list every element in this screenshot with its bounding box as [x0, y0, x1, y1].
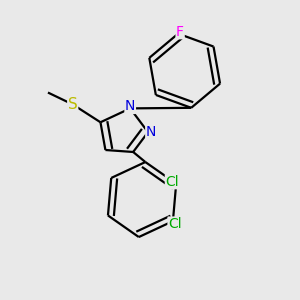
Text: N: N — [146, 125, 156, 139]
Text: N: N — [125, 99, 135, 113]
Text: Cl: Cl — [165, 175, 179, 189]
Text: Cl: Cl — [168, 217, 182, 231]
Text: S: S — [68, 97, 78, 112]
Text: F: F — [176, 25, 184, 39]
